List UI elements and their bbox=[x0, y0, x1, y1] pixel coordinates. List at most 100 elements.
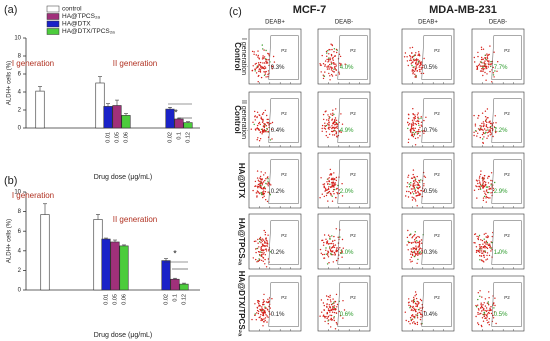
gate bbox=[421, 98, 452, 143]
cell-dot bbox=[410, 188, 413, 190]
cell-dot bbox=[486, 73, 488, 75]
cell-dot bbox=[335, 132, 337, 134]
cell-dot bbox=[333, 178, 335, 181]
cell-dot bbox=[411, 56, 414, 58]
cell-dot bbox=[261, 240, 263, 242]
cell-dot bbox=[474, 125, 477, 127]
cell-dot bbox=[486, 137, 488, 139]
cell-dot bbox=[257, 183, 260, 186]
cell-dot bbox=[337, 184, 339, 187]
cell-dot bbox=[489, 187, 492, 190]
cell-dot bbox=[408, 183, 410, 185]
cell-dot bbox=[333, 235, 335, 238]
cell-dot bbox=[412, 247, 414, 249]
cell-dot bbox=[327, 65, 329, 67]
cell-dot bbox=[327, 114, 329, 116]
cell-dot bbox=[265, 131, 267, 133]
plot-frame bbox=[317, 91, 371, 148]
cell-dot bbox=[332, 62, 335, 64]
cell-dot bbox=[477, 298, 479, 301]
cell-dot bbox=[489, 197, 491, 199]
cell-dot bbox=[410, 126, 413, 128]
cell-dot bbox=[264, 307, 266, 309]
gate-label: P2 bbox=[281, 295, 287, 300]
cell-dot bbox=[420, 316, 422, 318]
cell-dot bbox=[414, 67, 417, 69]
legend-swatch bbox=[46, 5, 60, 13]
cell-dot bbox=[260, 251, 262, 253]
cell-dot bbox=[420, 242, 423, 244]
cell-dot bbox=[482, 65, 484, 67]
cell-dot bbox=[331, 195, 333, 197]
cell-dot bbox=[412, 169, 415, 171]
cell-dot bbox=[406, 236, 409, 239]
x-tick-label: 0.12 bbox=[181, 294, 187, 305]
legend-swatch bbox=[46, 28, 60, 35]
cell-dot bbox=[483, 195, 486, 198]
cell-dot bbox=[494, 297, 496, 299]
cell-dot bbox=[482, 58, 484, 60]
cell-dot bbox=[328, 190, 331, 193]
cell-dot bbox=[412, 121, 414, 123]
cell-dot bbox=[322, 77, 325, 80]
cell-dot bbox=[263, 71, 265, 73]
gate bbox=[491, 159, 522, 204]
cell-dot bbox=[267, 70, 270, 72]
cell-dot bbox=[480, 239, 482, 241]
cell-dot bbox=[418, 240, 421, 242]
gate-label: P2 bbox=[504, 295, 510, 300]
gate bbox=[421, 282, 452, 327]
cell-dot bbox=[414, 239, 416, 241]
cell-dot bbox=[494, 304, 496, 307]
cell-dot bbox=[265, 250, 268, 252]
cell-dot bbox=[264, 172, 266, 174]
cell-dot bbox=[477, 237, 479, 240]
cell-dot bbox=[320, 177, 322, 179]
cell-dot bbox=[420, 189, 422, 192]
cell-dot bbox=[495, 131, 497, 134]
cell-dot bbox=[413, 321, 415, 323]
x-axis-label: Drug dose (μg/mL) bbox=[94, 174, 153, 181]
cell-dot bbox=[423, 189, 426, 191]
cell-dot bbox=[413, 298, 415, 300]
x-tick-label: 0.12 bbox=[185, 132, 191, 143]
cell-dot bbox=[412, 69, 415, 72]
cell-dot bbox=[257, 128, 260, 130]
cell-dot bbox=[419, 193, 422, 195]
cell-dot bbox=[257, 260, 260, 262]
cell-dot bbox=[332, 70, 334, 72]
cell-dot bbox=[262, 112, 265, 114]
cell-dot bbox=[254, 313, 256, 315]
cell-dot bbox=[258, 310, 260, 313]
cell-dot bbox=[262, 309, 264, 311]
cell-dot bbox=[256, 196, 258, 198]
cell-dot bbox=[415, 62, 417, 64]
cell-dot bbox=[260, 186, 262, 188]
cell-dot bbox=[487, 60, 489, 62]
cell-dot bbox=[323, 257, 326, 259]
cell-dot bbox=[261, 128, 264, 130]
cell-dot bbox=[491, 241, 493, 244]
cell-dot bbox=[260, 117, 262, 120]
cell-dot bbox=[328, 118, 330, 120]
cell-dot bbox=[483, 175, 486, 177]
cell-dot bbox=[412, 305, 414, 308]
cell-dot bbox=[417, 112, 419, 114]
cell-dot bbox=[266, 118, 268, 121]
gate-percent: 1.0% bbox=[494, 250, 508, 256]
cell-dot bbox=[325, 238, 327, 240]
cell-dot bbox=[486, 117, 488, 119]
cell-dot bbox=[257, 65, 259, 67]
cell-dot bbox=[484, 120, 487, 122]
cell-dot bbox=[333, 113, 335, 116]
gate-percent: 0.6% bbox=[340, 312, 354, 318]
cell-dot bbox=[412, 188, 414, 190]
cell-dot bbox=[420, 72, 422, 75]
x-tick-label: 0.05 bbox=[112, 294, 118, 305]
cell-dot bbox=[484, 247, 486, 249]
cell-dot bbox=[484, 183, 487, 185]
cell-dot bbox=[407, 229, 409, 232]
cell-dot bbox=[263, 74, 266, 77]
cell-dot bbox=[417, 253, 419, 255]
cell-dot bbox=[326, 242, 328, 245]
